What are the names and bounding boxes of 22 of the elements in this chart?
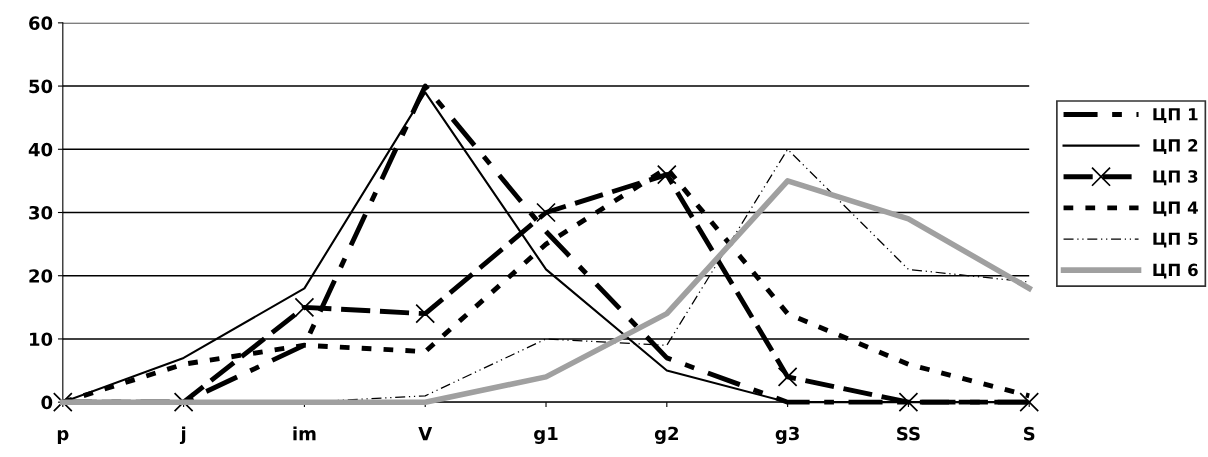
legend-label: ЦП 4 (1153, 201, 1198, 217)
legend-label: ЦП 2 (1153, 139, 1198, 155)
legend-label: ЦП 5 (1153, 232, 1198, 248)
x-tick-label: V (418, 427, 433, 441)
x-tick-label: j (179, 426, 186, 445)
y-tick-label: 60 (29, 16, 53, 30)
y-tick-label: 30 (29, 205, 53, 220)
x-tick-label: g2 (654, 426, 678, 444)
x-tick-label: SS (897, 426, 920, 441)
y-tick-label: 20 (29, 269, 53, 283)
x-tick-label: g1 (534, 426, 558, 444)
x-tick-label: g3 (775, 426, 799, 444)
legend-label: ЦП 1 (1153, 108, 1198, 123)
x-tick-label: p (57, 430, 69, 444)
y-tick-label: 10 (30, 332, 53, 347)
x-tick-label: S (1024, 426, 1035, 441)
x-tick-label: im (293, 426, 316, 441)
y-tick-label: 0 (41, 395, 53, 410)
legend-label: ЦП 6 (1153, 263, 1198, 279)
legend-label: ЦП 3 (1153, 170, 1198, 186)
y-tick-label: 50 (29, 79, 53, 94)
y-tick-label: 40 (28, 142, 53, 157)
